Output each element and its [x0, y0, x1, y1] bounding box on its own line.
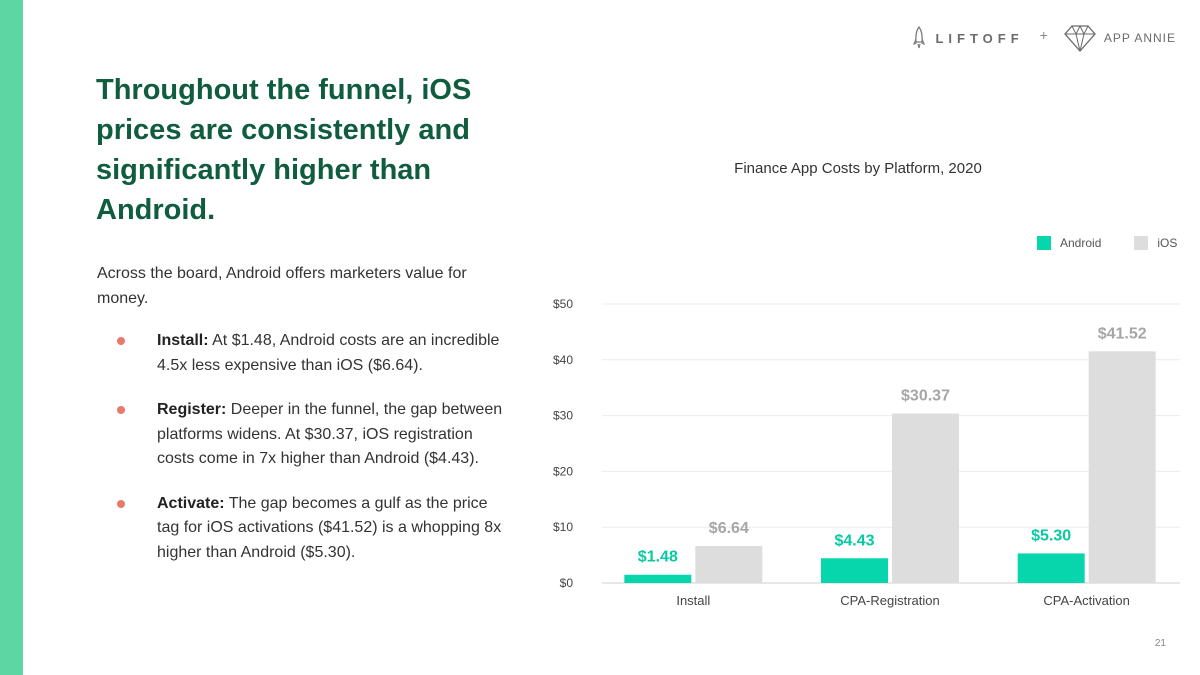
accent-bar	[0, 0, 23, 675]
data-label-ios: $41.52	[1098, 325, 1147, 342]
header-logos: LIFTOFF + APP ANNIE	[913, 24, 1176, 52]
bullet-dot	[117, 337, 125, 345]
chart-title: Finance App Costs by Platform, 2020	[734, 160, 982, 177]
x-tick-label: CPA-Activation	[1043, 593, 1129, 608]
y-tick-label: $30	[553, 409, 573, 423]
data-label-android: $5.30	[1031, 527, 1071, 544]
bullet-lead: Install:	[157, 332, 209, 349]
bar-chart: $0 $10 $20 $30 $40 $50 $1.48 $6.64 Install $4.43 $…	[553, 297, 1180, 608]
bullet-register: Register: Deeper in the funnel, the gap …	[112, 398, 512, 472]
x-tick-label: CPA-Registration	[840, 593, 939, 608]
bar-android	[1017, 553, 1085, 583]
bar-ios	[1088, 351, 1156, 583]
page-number: 21	[1154, 638, 1166, 649]
y-tick-label: $20	[553, 464, 573, 478]
y-tick-label: $0	[560, 576, 574, 590]
data-label-ios: $30.37	[901, 388, 950, 405]
data-label-ios: $6.64	[709, 520, 749, 537]
x-tick-label: Install	[676, 593, 710, 608]
liftoff-logo-text: LIFTOFF	[935, 30, 1024, 46]
rocket-icon	[913, 26, 926, 49]
chart-legend: Android iOS	[1037, 236, 1200, 250]
bullet-list: Install: At $1.48, Android costs are an …	[112, 329, 512, 585]
legend-label-android: Android	[1060, 236, 1102, 250]
bullet-text: The gap becomes a gulf as the price tag …	[157, 494, 502, 561]
bullet-text: At $1.48, Android costs are an incredibl…	[157, 332, 500, 374]
bullet-lead: Register:	[157, 401, 227, 418]
y-tick-label: $10	[553, 520, 573, 534]
data-label-android: $4.43	[834, 532, 874, 549]
slide-title: Throughout the funnel, iOS prices are co…	[96, 74, 472, 226]
bullet-activate: Activate: The gap becomes a gulf as the …	[112, 492, 512, 566]
legend-swatch-android	[1037, 236, 1051, 250]
diamond-icon	[1063, 24, 1096, 52]
app-annie-logo-text: APP ANNIE	[1103, 31, 1176, 45]
bar-ios	[892, 413, 959, 583]
legend-item-ios: iOS	[1134, 236, 1177, 250]
liftoff-logo: LIFTOFF	[913, 26, 1023, 50]
data-label-android: $1.48	[638, 549, 678, 566]
bar-android	[821, 558, 888, 583]
bar-android	[624, 574, 692, 583]
y-tick-label: $40	[553, 353, 573, 367]
bullet-dot	[117, 406, 125, 414]
y-tick-label: $50	[553, 297, 573, 311]
bullet-install: Install: At $1.48, Android costs are an …	[112, 329, 512, 378]
legend-item-android: Android	[1037, 236, 1101, 250]
bullet-text: Deeper in the funnel, the gap between pl…	[157, 401, 503, 467]
logo-plus: +	[1039, 27, 1048, 43]
intro-text: Across the board, Android offers markete…	[97, 265, 467, 307]
bar-ios	[695, 545, 763, 583]
bullet-lead: Activate:	[157, 494, 225, 512]
legend-swatch-ios	[1134, 236, 1149, 250]
legend-label-ios: iOS	[1157, 236, 1178, 250]
bullet-dot	[117, 499, 125, 508]
app-annie-logo: APP ANNIE	[1063, 24, 1176, 52]
